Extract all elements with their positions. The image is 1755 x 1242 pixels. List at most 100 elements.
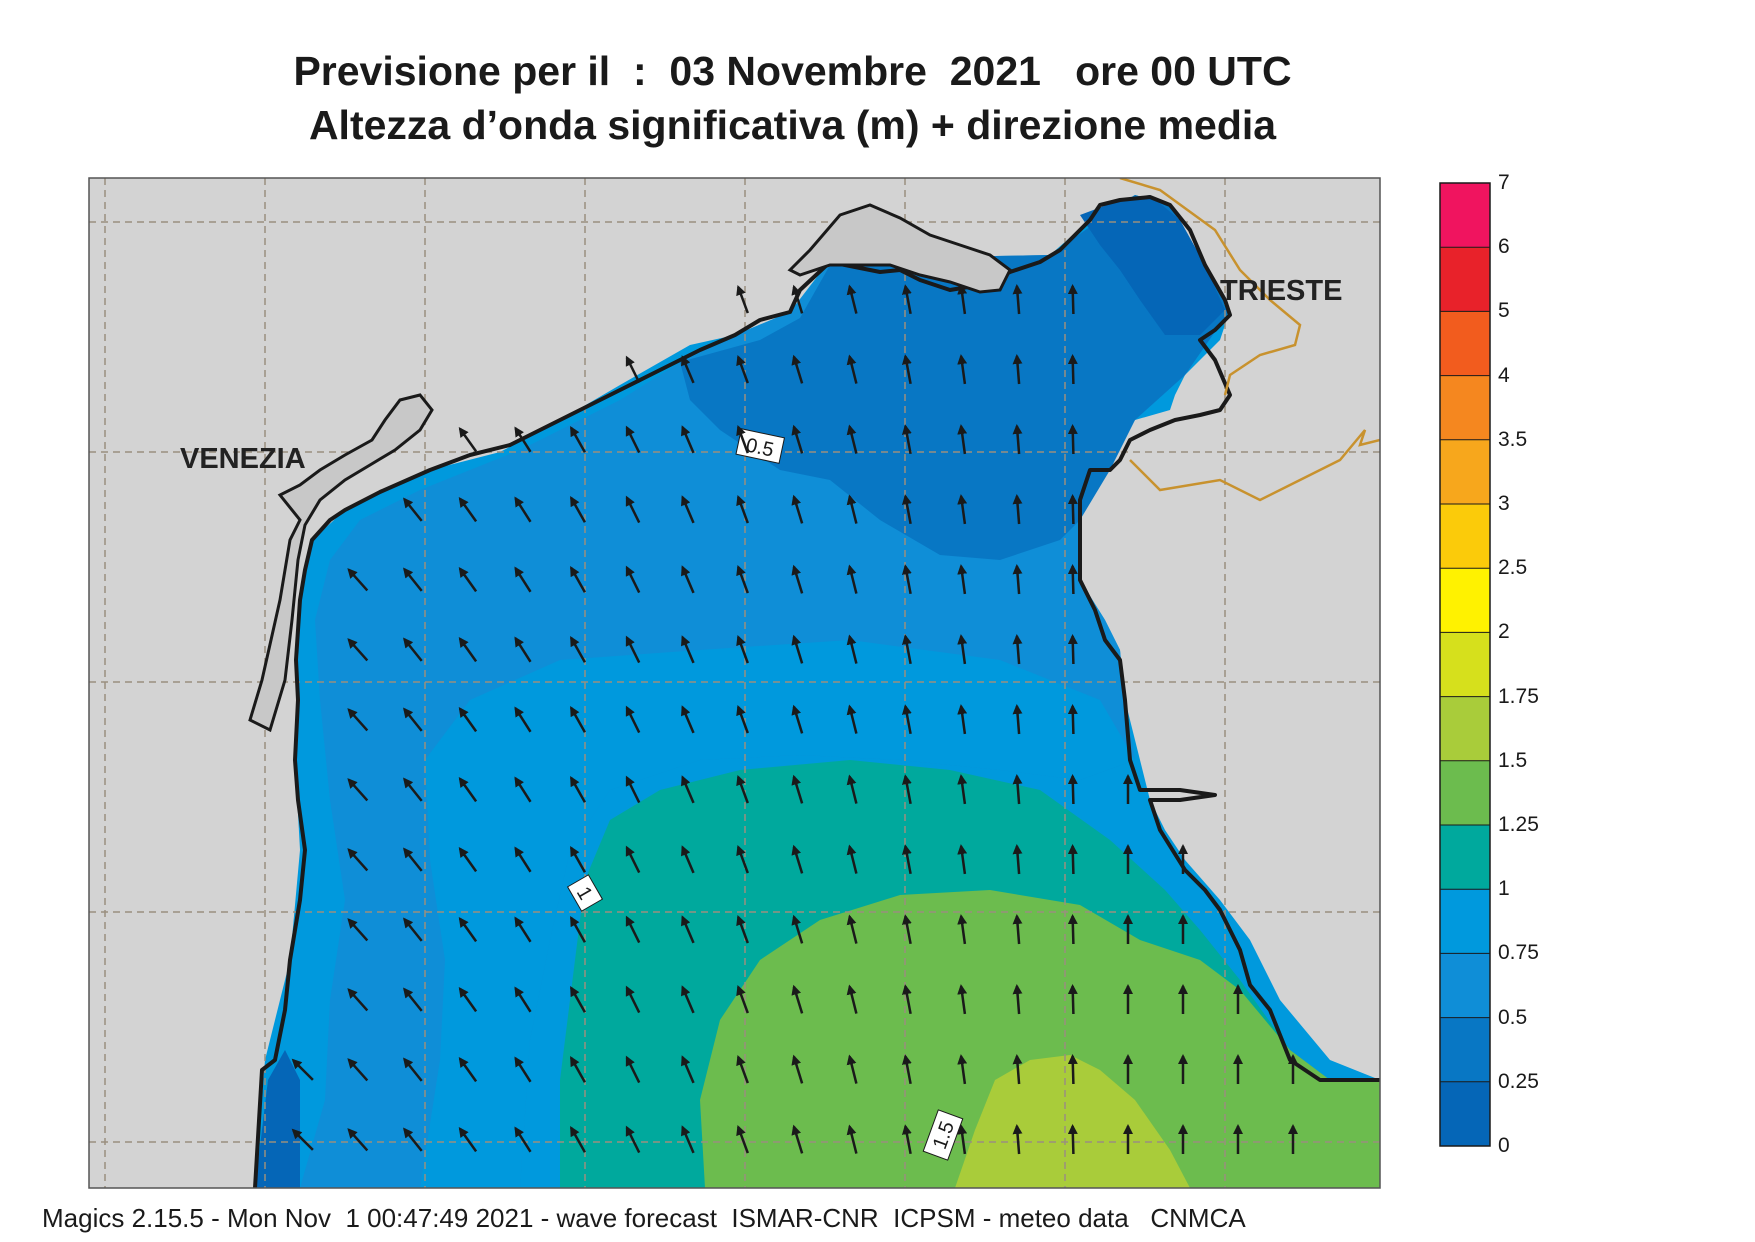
map-area: 0.5 1 1.5 VENEZIA TRIESTE <box>89 178 1380 1188</box>
wave-arrow <box>625 635 641 664</box>
wave-arrow <box>514 1056 532 1083</box>
colorbar-segment <box>1440 1017 1490 1083</box>
colorbar-segment <box>1440 439 1490 505</box>
wave-arrow <box>1067 1124 1078 1155</box>
wave-arrow <box>901 1124 912 1155</box>
wave-arrow <box>514 496 532 523</box>
wave-arrow <box>681 495 695 524</box>
wave-arrow <box>347 568 369 592</box>
sea-band-0 <box>1080 195 1225 335</box>
wave-arrow <box>736 775 749 804</box>
wave-arrow <box>901 844 912 875</box>
wave-arrow <box>347 1128 369 1152</box>
wave-arrow <box>846 634 858 664</box>
wave-arrow <box>1067 354 1078 385</box>
wave-arrow <box>458 636 478 663</box>
wave-arrow <box>901 634 912 665</box>
colorbar-segment <box>1440 504 1490 569</box>
wave-arrow <box>957 354 968 385</box>
colorbar-segment <box>1440 953 1490 1019</box>
wave-arrow <box>736 425 749 454</box>
wave-arrow <box>514 916 532 943</box>
wave-arrow <box>681 705 695 734</box>
wave-arrow <box>957 1124 968 1155</box>
wave-arrow <box>347 638 369 662</box>
wave-arrow <box>514 776 532 803</box>
wave-arrow <box>1067 564 1078 595</box>
wave-arrow <box>846 704 858 734</box>
contour-label-0.5: 0.5 <box>735 428 786 464</box>
wave-arrow <box>846 424 858 454</box>
wave-arrow <box>1067 844 1078 875</box>
wave-arrow <box>846 284 858 314</box>
colorbar-label: 6 <box>1498 235 1510 259</box>
wave-arrow <box>681 845 695 874</box>
wave-arrow <box>957 494 968 525</box>
wave-arrow <box>625 985 641 1014</box>
wave-arrow <box>791 424 804 454</box>
wave-arrow <box>458 916 478 943</box>
wave-arrow <box>791 914 804 944</box>
wave-arrow <box>1012 1054 1023 1085</box>
wave-arrow <box>846 774 858 804</box>
colorbar-label: 1.5 <box>1498 748 1528 772</box>
title-line-2: Altezza d’onda significativa (m) + direz… <box>308 102 1277 148</box>
colorbar-label: 0.75 <box>1498 941 1539 965</box>
colorbar-label: 5 <box>1498 299 1510 323</box>
wave-arrow <box>957 564 968 595</box>
wave-arrow <box>625 845 641 874</box>
wave-arrow <box>1012 354 1023 385</box>
wave-arrow <box>403 777 423 802</box>
wave-arrow <box>1012 844 1023 875</box>
wave-arrow <box>347 778 369 802</box>
wave-arrow <box>514 846 532 873</box>
city-label-venezia: VENEZIA <box>180 443 306 475</box>
colorbar-label: 0.5 <box>1498 1005 1528 1029</box>
wave-arrow <box>514 1126 532 1153</box>
wave-arrow <box>901 914 912 945</box>
wave-arrow <box>403 707 423 732</box>
wave-arrow <box>458 706 478 733</box>
wave-arrow <box>570 496 586 523</box>
wave-arrow <box>570 916 586 943</box>
colorbar-label: 2.5 <box>1498 556 1528 580</box>
wave-arrow <box>291 1128 314 1151</box>
wave-arrow <box>570 566 586 593</box>
colorbar-segment <box>1440 183 1490 248</box>
wave-arrow <box>458 986 478 1013</box>
wave-arrow <box>791 704 804 734</box>
map-frame <box>88 177 1381 1189</box>
wave-arrow <box>957 984 968 1015</box>
wave-arrow <box>681 1055 695 1084</box>
wave-arrow <box>625 705 641 734</box>
wave-arrow <box>1067 984 1078 1015</box>
wave-arrow <box>846 494 858 524</box>
wave-arrow <box>514 636 532 663</box>
wave-arrow <box>736 705 749 734</box>
sea-band-0-left <box>255 1050 300 1188</box>
wave-arrow <box>347 708 369 732</box>
wave-arrow <box>403 637 423 662</box>
contour-label-1: 1 <box>566 874 604 912</box>
wave-arrow <box>901 494 912 525</box>
wave-arrow <box>957 634 968 665</box>
wave-arrow <box>791 634 804 664</box>
colorbar-label: 3.5 <box>1498 427 1528 451</box>
wave-arrow <box>403 1127 423 1152</box>
wave-arrow <box>1012 634 1023 665</box>
wave-arrow <box>458 496 478 523</box>
wave-arrow <box>846 354 858 384</box>
wave-arrow <box>458 1126 478 1153</box>
colorbar-label: 1.25 <box>1498 813 1539 836</box>
title-line-1: Previsione per il : 03 Novembre 2021 ore… <box>293 48 1292 94</box>
wave-arrow <box>901 564 912 595</box>
wave-arrow <box>791 284 804 314</box>
colorbar-frame <box>1439 182 1491 1147</box>
city-label-trieste: TRIESTE <box>1220 275 1342 307</box>
colorbar-segment <box>1440 311 1490 377</box>
wave-arrow <box>1012 704 1023 735</box>
wave-arrow <box>570 706 586 733</box>
coastline <box>253 195 1380 1188</box>
wave-arrow <box>1067 914 1078 945</box>
wave-direction-arrows <box>291 284 1298 1155</box>
